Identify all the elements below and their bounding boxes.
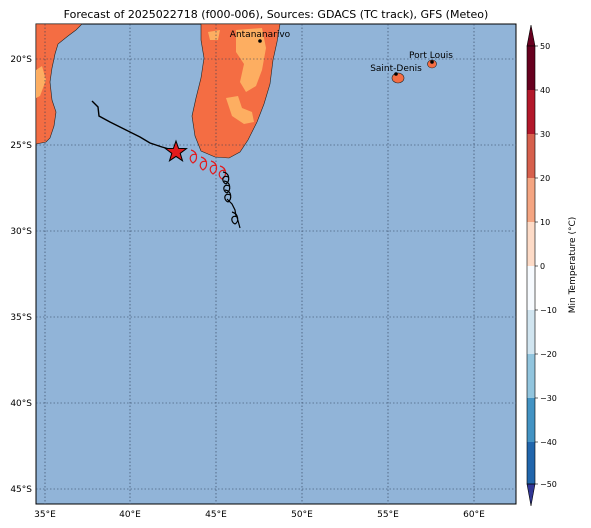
colorbar-tick-0: 0 — [540, 262, 545, 271]
lat-tick-35: 35°S — [10, 313, 32, 323]
colorbar-label: Min Temperature (°C) — [568, 217, 578, 314]
colorbar-tick-m10: −10 — [540, 306, 557, 315]
lon-tick-35: 35°E — [34, 510, 56, 520]
lon-tick-50: 50°E — [291, 510, 313, 520]
colorbar-band-m50-m40 — [527, 442, 535, 484]
mauritius-island — [427, 59, 437, 69]
forecast-track-later — [222, 171, 241, 229]
ocean-area — [35, 23, 517, 505]
colorbar-tick-50: 50 — [540, 42, 550, 51]
lat-tick-20: 20°S — [10, 55, 32, 65]
lon-tick-55: 55°E — [377, 510, 399, 520]
colorbar-band-30-40 — [527, 90, 535, 134]
reunion-island — [391, 72, 405, 84]
colorbar-band-m40-m30 — [527, 398, 535, 442]
city-label-port-louis: Port Louis — [409, 51, 453, 61]
madagascar-highlands-north — [208, 30, 220, 40]
lon-tick-40: 40°E — [119, 510, 141, 520]
port-louis-marker — [430, 60, 434, 64]
past-track — [91, 100, 177, 152]
colorbar-band-m10-0 — [527, 266, 535, 310]
lat-tick-45: 45°S — [10, 485, 32, 495]
colorbar-band-20-30 — [527, 134, 535, 178]
lon-tick-60: 60°E — [463, 510, 485, 520]
lat-tick-40: 40°S — [10, 399, 32, 409]
saint-denis-marker — [394, 72, 398, 76]
colorbar-frame — [526, 45, 536, 485]
colorbar-tick-10: 10 — [540, 218, 550, 227]
colorbar-band-m20-m10 — [527, 310, 535, 354]
colorbar-max-arrow — [526, 24, 536, 47]
colorbar-tick-m40: −40 — [540, 438, 557, 447]
colorbar-tick-m20: −20 — [540, 350, 557, 359]
colorbar-band-0-10 — [527, 222, 535, 266]
colorbar-tick-20: 20 — [540, 174, 550, 183]
madagascar-highlands-south — [226, 96, 254, 124]
forecast-track — [189, 149, 227, 180]
city-label-saint-denis: Saint-Denis — [370, 64, 422, 74]
antananarivo-marker — [258, 39, 262, 43]
map-title: Forecast of 2025022718 (f000-006), Sourc… — [63, 8, 489, 21]
lat-tick-30: 30°S — [10, 227, 32, 237]
colorbar-tick-m30: −30 — [540, 394, 557, 403]
colorbar: 50 40 30 20 10 0 −10 −20 −30 −40 −50 Min… — [526, 24, 578, 507]
storm-position-star — [164, 139, 188, 163]
graticule — [36, 24, 516, 504]
colorbar-tick-40: 40 — [540, 86, 550, 95]
madagascar-highlands — [236, 28, 266, 92]
colorbar-band-m30-m20 — [527, 354, 535, 398]
africa-warm-zone — [36, 66, 46, 98]
colorbar-band-40-50 — [527, 46, 535, 90]
city-label-antananarivo: Antananarivo — [230, 30, 291, 40]
colorbar-min-arrow — [526, 483, 536, 507]
colorbar-tick-m50: −50 — [540, 480, 557, 489]
lon-tick-45: 45°E — [205, 510, 227, 520]
lat-tick-25: 25°S — [10, 141, 32, 151]
colorbar-tick-30: 30 — [540, 130, 550, 139]
africa-land — [35, 23, 83, 145]
colorbar-band-10-20 — [527, 178, 535, 222]
